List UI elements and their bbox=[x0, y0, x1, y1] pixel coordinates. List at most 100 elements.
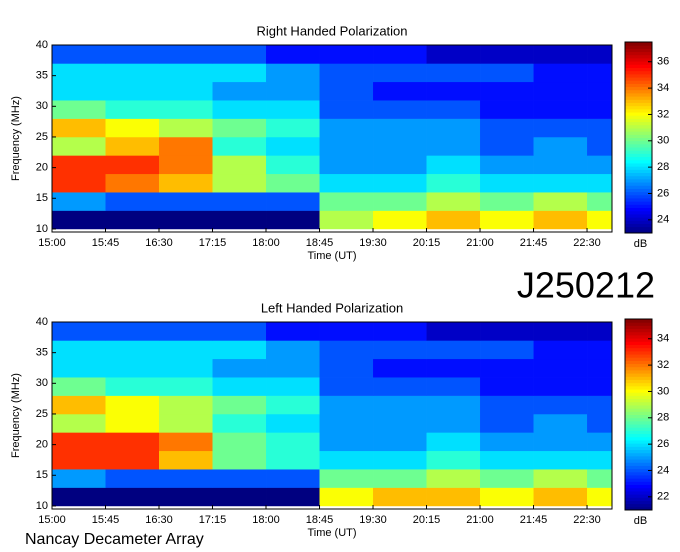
cell bbox=[212, 340, 267, 360]
cell bbox=[212, 118, 267, 138]
colorbar-step bbox=[625, 360, 652, 365]
cell bbox=[52, 63, 106, 83]
y-tick-label: 15 bbox=[36, 192, 48, 204]
cell bbox=[480, 118, 534, 138]
cell bbox=[319, 81, 374, 101]
x-tick-label: 20:15 bbox=[413, 237, 441, 249]
cell bbox=[159, 487, 213, 507]
cell bbox=[587, 340, 613, 360]
cell bbox=[159, 118, 213, 138]
cell bbox=[105, 63, 160, 83]
cell bbox=[426, 340, 481, 360]
cell bbox=[319, 100, 374, 119]
cell bbox=[52, 413, 106, 433]
x-tick-label: 22:30 bbox=[573, 514, 601, 526]
cell bbox=[266, 63, 320, 83]
cell bbox=[319, 395, 374, 415]
cell bbox=[426, 63, 481, 83]
cell bbox=[480, 340, 534, 360]
cell bbox=[266, 377, 320, 396]
cell bbox=[426, 155, 481, 175]
x-tick-label: 15:00 bbox=[38, 514, 66, 526]
colorbar-step bbox=[625, 64, 652, 68]
cell bbox=[52, 358, 106, 378]
y-axis-label: Frequency (MHz) bbox=[10, 373, 22, 458]
colorbar-step bbox=[625, 108, 652, 113]
cell bbox=[159, 340, 213, 360]
colorbar-step bbox=[625, 217, 652, 221]
cell bbox=[480, 210, 534, 230]
colorbar-step bbox=[625, 115, 652, 119]
cell bbox=[319, 469, 374, 488]
colorbar-step bbox=[625, 175, 652, 180]
cell bbox=[159, 210, 213, 230]
colorbar-label: dB bbox=[634, 238, 647, 250]
colorbar-step bbox=[625, 506, 652, 511]
cell bbox=[373, 432, 427, 452]
colorbar-step bbox=[625, 134, 652, 138]
cell bbox=[373, 81, 427, 101]
cell bbox=[105, 192, 160, 211]
colorbar-step bbox=[625, 468, 652, 473]
cell bbox=[212, 432, 267, 452]
cell bbox=[480, 395, 534, 415]
colorbar-step bbox=[625, 105, 652, 110]
colorbar-tick-label: 34 bbox=[657, 333, 669, 345]
colorbar-step bbox=[625, 490, 652, 495]
cell bbox=[319, 340, 374, 360]
cell bbox=[159, 358, 213, 378]
y-tick-label: 30 bbox=[36, 100, 48, 112]
cell bbox=[533, 118, 588, 138]
colorbar-tick-label: 28 bbox=[657, 412, 669, 424]
cell bbox=[480, 155, 534, 175]
cell bbox=[105, 118, 160, 138]
colorbar-step bbox=[625, 124, 652, 129]
colorbar-step bbox=[625, 67, 652, 72]
colorbar-tick-label: 26 bbox=[657, 187, 669, 199]
colorbar-step bbox=[625, 80, 652, 84]
panel-title: Right Handed Polarization bbox=[256, 23, 407, 38]
cell bbox=[159, 45, 213, 64]
cell bbox=[212, 395, 267, 415]
cell bbox=[212, 469, 267, 488]
colorbar-step bbox=[625, 112, 652, 116]
cell bbox=[426, 413, 481, 433]
cell bbox=[159, 173, 213, 193]
cell bbox=[212, 155, 267, 175]
colorbar-step bbox=[625, 331, 652, 336]
cell bbox=[480, 432, 534, 452]
cell bbox=[105, 487, 160, 507]
colorbar-border bbox=[624, 318, 653, 511]
x-tick-label: 22:30 bbox=[573, 237, 601, 249]
colorbar-step bbox=[625, 89, 652, 94]
cell bbox=[373, 45, 427, 64]
colorbar-step bbox=[625, 430, 652, 435]
cell bbox=[426, 81, 481, 101]
cell bbox=[373, 118, 427, 138]
colorbar-label: dB bbox=[634, 515, 647, 527]
cell bbox=[373, 192, 427, 211]
cell bbox=[266, 469, 320, 488]
y-tick-label: 25 bbox=[36, 408, 48, 420]
colorbar-step bbox=[625, 118, 652, 123]
cell bbox=[319, 118, 374, 138]
colorbar-step bbox=[625, 408, 652, 412]
panel-title: Left Handed Polarization bbox=[261, 300, 403, 315]
cell bbox=[373, 63, 427, 83]
cell bbox=[52, 45, 106, 64]
cell bbox=[52, 81, 106, 101]
colorbar-step bbox=[625, 354, 652, 358]
cell bbox=[159, 155, 213, 175]
cell bbox=[587, 155, 613, 175]
cell bbox=[319, 210, 374, 230]
cell bbox=[373, 413, 427, 433]
cell bbox=[266, 450, 320, 470]
colorbar-step bbox=[625, 102, 652, 107]
cell bbox=[266, 45, 320, 64]
x-tick-label: 16:30 bbox=[145, 514, 173, 526]
cell bbox=[212, 173, 267, 193]
colorbar-tick-label: 36 bbox=[657, 56, 669, 68]
cell bbox=[105, 413, 160, 433]
colorbar-step bbox=[625, 194, 652, 199]
cell bbox=[212, 210, 267, 230]
